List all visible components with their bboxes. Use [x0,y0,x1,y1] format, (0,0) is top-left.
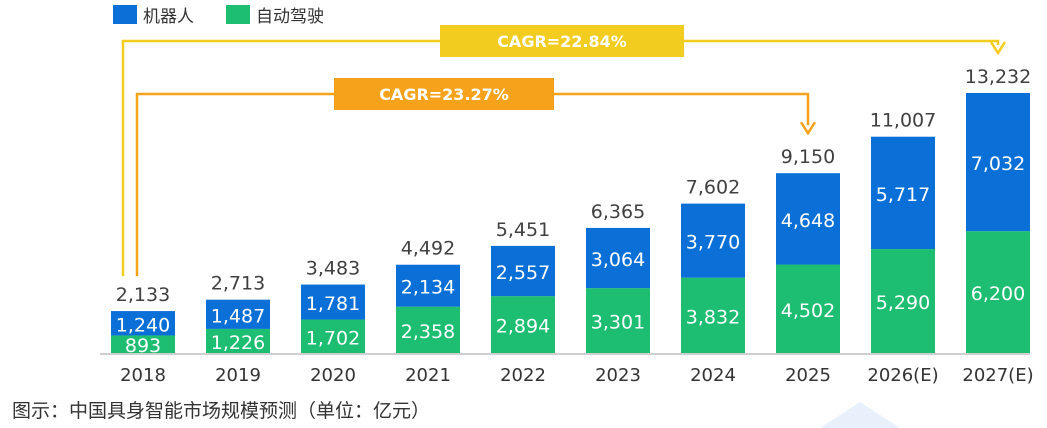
total-label-2025: 9,150 [781,146,835,168]
bar-autonomous-driving-2025 [776,264,840,353]
total-label-2020: 3,483 [306,258,360,280]
x-tick-label-2026(E): 2026(E) [867,365,938,386]
bar-robot-2021 [396,264,460,307]
cagr-bracket-1-arrow-icon [989,41,1007,56]
bar-autonomous-driving-2020 [301,319,365,353]
cagr-bracket-1-box [440,25,684,57]
total-label-2023: 6,365 [591,201,645,223]
data-label-autonomous-driving-2027(E): 6,200 [971,283,1025,305]
bar-autonomous-driving-2027(E) [966,231,1030,353]
data-label-robot-2024: 3,770 [686,232,740,254]
bar-autonomous-driving-2018 [111,335,175,353]
legend-swatch-1 [113,5,137,24]
bar-autonomous-driving-2022 [491,296,555,353]
data-label-robot-2022: 2,557 [496,262,550,284]
bar-robot-2023 [586,227,650,289]
x-tick-label-2022: 2022 [500,365,546,386]
data-label-autonomous-driving-2021: 2,358 [401,321,455,343]
x-tick-label-2024: 2024 [690,365,736,386]
cagr-bracket-2-label: CAGR=23.27% [379,85,509,104]
data-label-autonomous-driving-2022: 2,894 [496,316,550,338]
bar-autonomous-driving-2021 [396,306,460,353]
bar-robot-2022 [491,245,555,297]
x-tick-label-2020: 2020 [310,365,356,386]
cagr-bracket-1-label: CAGR=22.84% [497,32,627,51]
bar-robot-2026(E) [871,136,935,250]
data-label-robot-2027(E): 7,032 [971,153,1025,175]
total-label-2026(E): 11,007 [870,110,936,132]
data-label-robot-2025: 4,648 [781,210,835,232]
bar-autonomous-driving-2026(E) [871,249,935,353]
cagr-bracket-1-line [121,39,1000,277]
cagr-bracket-2-arrow-icon [799,121,817,136]
x-tick-label-2023: 2023 [595,365,641,386]
bar-robot-2018 [111,311,175,336]
total-label-2024: 7,602 [686,177,740,199]
figure-caption: 图示：中国具身智能市场规模预测（单位：亿元） [12,400,431,422]
total-label-2019: 2,713 [211,273,265,295]
bar-robot-2027(E) [966,93,1030,232]
data-label-autonomous-driving-2020: 1,702 [306,327,360,349]
bar-autonomous-driving-2023 [586,288,650,353]
x-tick-label-2021: 2021 [405,365,451,386]
data-label-autonomous-driving-2023: 3,301 [591,312,645,334]
total-label-2018: 2,133 [116,284,170,306]
total-label-2022: 5,451 [496,219,550,241]
data-label-robot-2018: 1,240 [116,314,170,336]
x-tick-label-2025: 2025 [785,365,831,386]
data-label-autonomous-driving-2024: 3,832 [686,306,740,328]
cagr-bracket-2-box [334,78,554,110]
data-label-robot-2019: 1,487 [211,305,265,327]
bar-robot-2019 [206,299,270,329]
total-label-2027(E): 13,232 [965,66,1031,88]
bar-robot-2020 [301,284,365,320]
data-label-robot-2026(E): 5,717 [876,184,930,206]
data-label-autonomous-driving-2018: 893 [125,335,161,357]
x-tick-label-2018: 2018 [120,365,166,386]
data-label-autonomous-driving-2025: 4,502 [781,300,835,322]
bar-autonomous-driving-2024 [681,277,745,353]
data-label-autonomous-driving-2019: 1,226 [211,332,265,354]
x-tick-label-2019: 2019 [215,365,261,386]
bar-robot-2025 [776,173,840,265]
data-label-autonomous-driving-2026(E): 5,290 [876,292,930,314]
bar-autonomous-driving-2019 [206,328,270,353]
bar-robot-2024 [681,203,745,278]
data-label-robot-2020: 1,781 [306,293,360,315]
total-label-2021: 4,492 [401,238,455,260]
legend-label-1: 机器人 [143,7,194,27]
x-tick-label-2027(E): 2027(E) [962,365,1033,386]
watermark-shape [820,402,900,428]
legend-label-2: 自动驾驶 [256,7,324,27]
legend-swatch-2 [226,5,250,24]
data-label-robot-2021: 2,134 [401,277,455,299]
data-label-robot-2023: 3,064 [591,249,645,271]
